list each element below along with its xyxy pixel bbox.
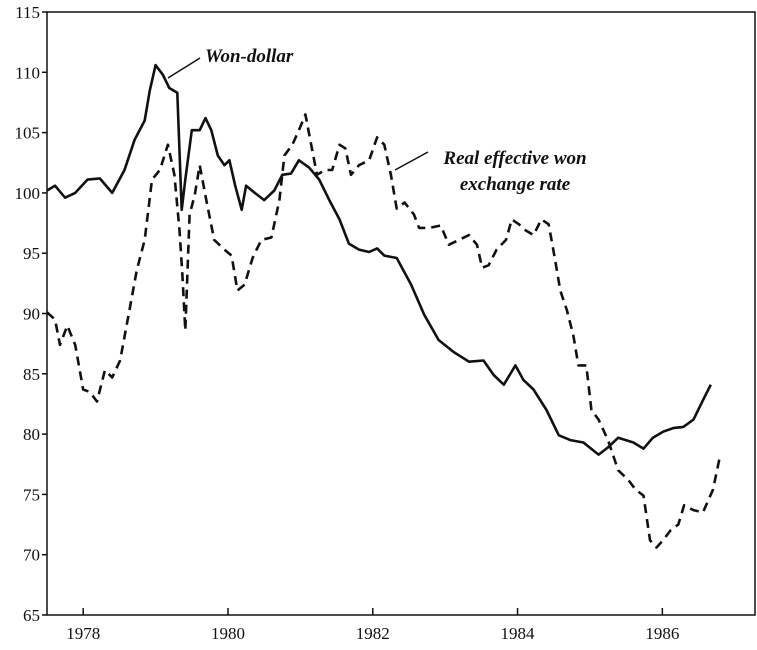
x-tick-label: 1986	[645, 624, 679, 643]
x-tick-label: 1980	[211, 624, 245, 643]
x-tick-label: 1982	[356, 624, 390, 643]
annotation: Won-dollar	[205, 46, 294, 67]
y-tick-label: 90	[23, 305, 40, 324]
y-tick-label: 95	[23, 244, 40, 263]
y-tick-label: 70	[23, 546, 40, 565]
y-tick-label: 85	[23, 365, 40, 384]
y-tick-label: 80	[23, 425, 40, 444]
leader-line	[167, 57, 201, 79]
y-tick-label: 105	[15, 124, 41, 143]
y-tick-label: 115	[15, 3, 40, 22]
leader-line	[394, 151, 429, 171]
y-tick-label: 75	[23, 485, 40, 504]
series-line	[46, 63, 712, 456]
x-tick-label: 1978	[66, 624, 100, 643]
y-tick-label: 110	[15, 63, 40, 82]
y-tick-label: 65	[23, 606, 40, 625]
y-tick-label: 100	[15, 184, 41, 203]
annotation: Real effective won exchange rate	[443, 148, 587, 195]
series-line	[46, 113, 722, 549]
x-tick-label: 1984	[501, 624, 536, 643]
